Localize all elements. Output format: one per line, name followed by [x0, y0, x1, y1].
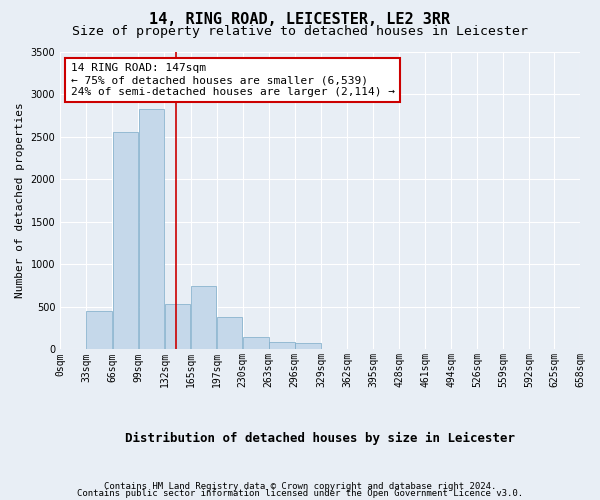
Bar [269, 342, 295, 349]
Text: 14, RING ROAD, LEICESTER, LE2 3RR: 14, RING ROAD, LEICESTER, LE2 3RR [149, 12, 451, 28]
Text: Contains public sector information licensed under the Open Government Licence v3: Contains public sector information licen… [77, 489, 523, 498]
Y-axis label: Number of detached properties: Number of detached properties [15, 102, 25, 298]
Bar [243, 336, 269, 349]
Text: Size of property relative to detached houses in Leicester: Size of property relative to detached ho… [72, 25, 528, 38]
Bar [139, 110, 164, 350]
Bar [217, 317, 242, 350]
Bar [164, 304, 190, 350]
X-axis label: Distribution of detached houses by size in Leicester: Distribution of detached houses by size … [125, 432, 515, 445]
Bar [113, 132, 138, 350]
Bar [295, 344, 320, 349]
Bar [191, 286, 217, 350]
Text: Contains HM Land Registry data © Crown copyright and database right 2024.: Contains HM Land Registry data © Crown c… [104, 482, 496, 491]
Text: 14 RING ROAD: 147sqm
← 75% of detached houses are smaller (6,539)
24% of semi-de: 14 RING ROAD: 147sqm ← 75% of detached h… [71, 64, 395, 96]
Bar [86, 311, 112, 350]
